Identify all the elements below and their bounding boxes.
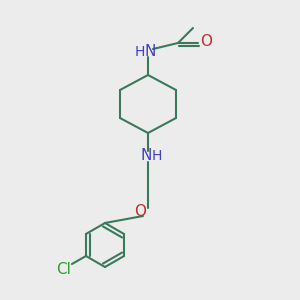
- Text: H: H: [152, 149, 162, 163]
- Text: H: H: [135, 45, 145, 59]
- Text: O: O: [134, 205, 146, 220]
- Text: N: N: [140, 148, 152, 164]
- Text: N: N: [144, 44, 156, 59]
- Text: Cl: Cl: [56, 262, 71, 278]
- Text: O: O: [200, 34, 212, 50]
